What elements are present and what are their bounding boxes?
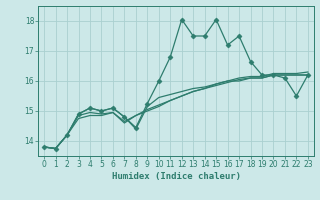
X-axis label: Humidex (Indice chaleur): Humidex (Indice chaleur) [111,172,241,181]
